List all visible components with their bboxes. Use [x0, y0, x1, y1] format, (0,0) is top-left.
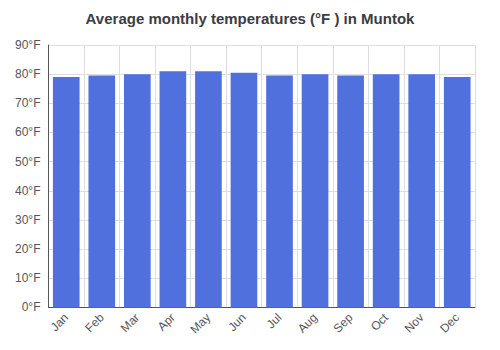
svg-text:50°F: 50°F [15, 155, 40, 169]
svg-text:0°F: 0°F [22, 300, 41, 314]
svg-text:Jun: Jun [225, 311, 249, 335]
svg-text:Jul: Jul [264, 311, 285, 332]
svg-text:Aug: Aug [295, 311, 320, 336]
svg-text:Jan: Jan [48, 311, 72, 335]
svg-text:Apr: Apr [155, 311, 178, 334]
svg-text:Sep: Sep [331, 310, 356, 335]
svg-text:Average monthly temperatures (: Average monthly temperatures (°F ) in Mu… [86, 10, 415, 27]
svg-text:60°F: 60°F [15, 125, 40, 139]
svg-text:40°F: 40°F [15, 184, 40, 198]
svg-text:Dec: Dec [437, 311, 462, 336]
svg-text:90°F: 90°F [15, 38, 40, 52]
svg-text:80°F: 80°F [15, 67, 40, 81]
svg-text:Oct: Oct [368, 310, 392, 334]
svg-text:Mar: Mar [118, 311, 143, 335]
svg-text:Feb: Feb [82, 310, 107, 335]
svg-text:May: May [187, 311, 213, 337]
svg-text:70°F: 70°F [15, 96, 40, 110]
svg-text:Nov: Nov [402, 311, 427, 336]
svg-text:30°F: 30°F [15, 213, 40, 227]
svg-text:10°F: 10°F [15, 271, 40, 285]
svg-text:20°F: 20°F [15, 242, 40, 256]
